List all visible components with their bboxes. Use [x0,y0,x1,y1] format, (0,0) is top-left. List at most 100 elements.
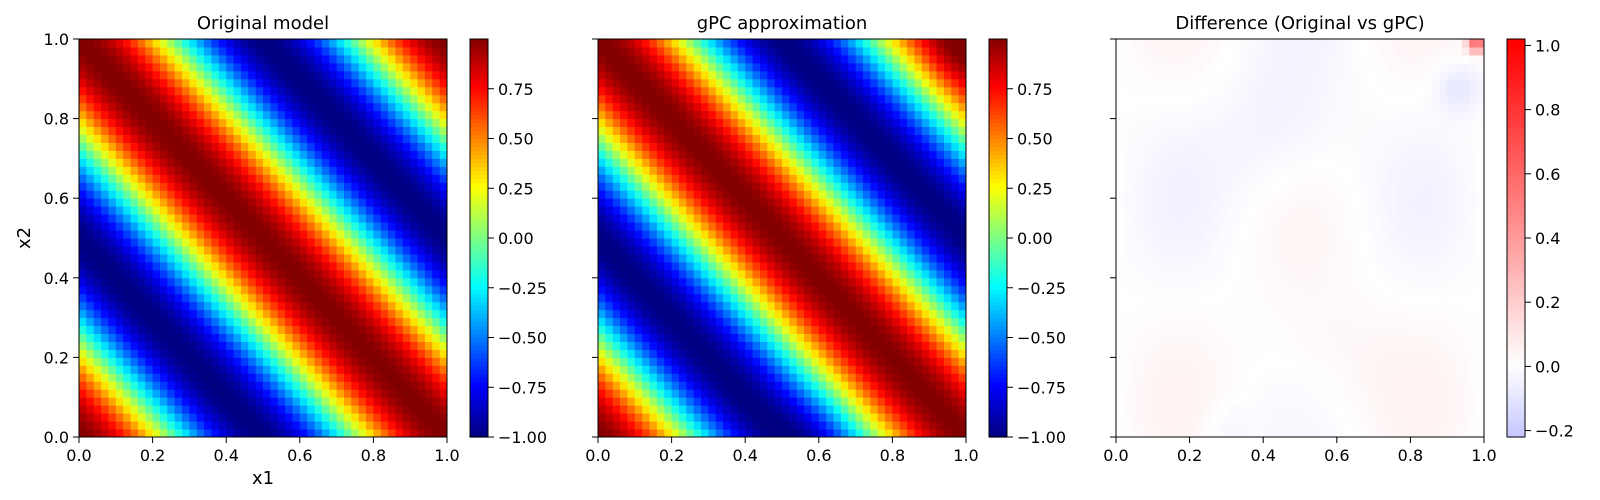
heatmap-cell [93,166,102,175]
heatmap-cell [605,269,614,279]
heatmap-cell [598,78,606,88]
colorbar-segment [470,241,488,247]
heatmap-cell [343,317,352,327]
heatmap-cell [439,317,448,327]
heatmap-cell [292,365,301,374]
heatmap-cell [314,381,323,390]
heatmap-cell [159,357,168,366]
heatmap-cell [715,269,724,279]
heatmap-cell [914,245,923,255]
heatmap-cell [130,309,139,319]
heatmap-cell [314,150,323,159]
heatmap-cell [715,62,724,72]
heatmap-cell [642,190,651,199]
colorbar-segment [470,329,488,335]
heatmap-cell [620,134,628,143]
heatmap-cell [270,206,279,215]
heatmap-cell [410,150,419,159]
heatmap-cell [255,126,264,136]
heatmap-cell [921,70,930,80]
heatmap-cell [767,349,776,358]
heatmap-cell [351,126,360,136]
heatmap-cell [892,309,901,319]
colorbar-segment [470,401,488,406]
heatmap-cell [439,102,448,112]
heatmap-cell [167,142,176,151]
heatmap-cell [715,373,724,382]
heatmap-cell [255,70,264,80]
heatmap-cell [833,70,842,80]
heatmap-cell [321,309,330,319]
heatmap-cell [174,381,183,390]
heatmap-cell [255,429,264,438]
heatmap-cell [723,349,731,358]
heatmap-cell [789,261,798,271]
heatmap-cell [402,269,411,279]
heatmap-cell [848,70,857,80]
heatmap-cell [907,206,915,215]
heatmap-cell [159,365,168,374]
heatmap-cell [152,134,161,143]
heatmap-cell [686,134,695,143]
heatmap-cell [774,357,783,366]
heatmap-cell [336,253,345,263]
heatmap-cell [343,46,352,56]
heatmap-cell [366,365,374,374]
heatmap-cell [826,301,835,311]
heatmap-cell [299,94,308,104]
heatmap-cell [159,174,168,183]
colorbar-segment [470,409,488,414]
heatmap-cell [343,222,352,231]
heatmap-cell [642,253,651,263]
heatmap-cell [929,261,938,271]
heatmap-cell [277,70,286,80]
heatmap-cell [314,158,323,167]
heatmap-cell [366,54,374,64]
heatmap-cell [789,293,798,303]
heatmap-cell [634,214,643,223]
heatmap-cell [907,381,915,390]
heatmap-cell [892,285,901,295]
heatmap-cell [255,317,264,327]
heatmap-cell [93,325,102,335]
heatmap-cell [745,317,754,327]
heatmap-cell [79,134,87,143]
heatmap-cell [774,317,783,327]
heatmap-cell [314,253,323,263]
heatmap-cell [424,373,433,382]
heatmap-cell [115,429,124,438]
colorbar-tick-label: 0.75 [498,80,534,99]
heatmap-cell [634,158,643,167]
heatmap-cell [292,269,301,279]
colorbar-segment [470,293,488,299]
heatmap-cell [263,198,271,207]
heatmap-cell [196,54,205,64]
heatmap-cell [218,182,227,191]
heatmap-cell [723,405,731,414]
heatmap-cell [424,70,433,80]
heatmap-cell [101,110,109,120]
heatmap-cell [671,174,680,183]
heatmap-cell [248,54,257,64]
heatmap-cell [774,341,783,350]
heatmap-cell [730,365,739,374]
heatmap-cell [101,413,109,422]
heatmap-cell [263,230,271,239]
heatmap-cell [240,86,249,96]
heatmap-cell [634,62,643,72]
heatmap-cell [79,397,87,406]
heatmap-cell [686,277,695,287]
heatmap-cell [299,110,308,120]
heatmap-cell [708,182,717,191]
heatmap-cell [395,174,404,183]
heatmap-cell [862,110,871,120]
heatmap-cell [248,317,257,327]
heatmap-cell [605,349,614,358]
heatmap-cell [439,309,448,319]
heatmap-cell [189,190,198,199]
heatmap-cell [914,285,923,295]
heatmap-cell [899,126,908,136]
heatmap-cell [417,245,426,255]
heatmap-cell [86,150,95,159]
heatmap-cell [818,182,827,191]
